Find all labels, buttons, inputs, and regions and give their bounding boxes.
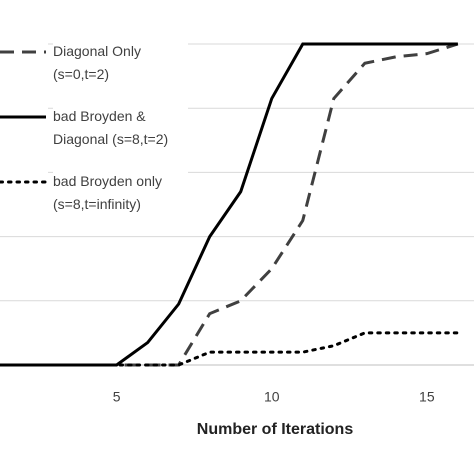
legend-item: bad Broyden only (s=8,t=infinity) <box>0 170 188 216</box>
x-tick-label: 10 <box>264 389 280 405</box>
legend-item: Diagonal Only (s=0,t=2) <box>0 40 188 86</box>
series-line <box>0 331 460 367</box>
legend-item: bad Broyden & Diagonal (s=8,t=2) <box>0 105 188 151</box>
x-axis-title: Number of Iterations <box>197 421 354 438</box>
x-tick-label: 15 <box>419 389 435 405</box>
legend-swatch <box>0 40 48 86</box>
legend-label: bad Broyden & Diagonal (s=8,t=2) <box>53 105 188 151</box>
legend-label: bad Broyden only (s=8,t=infinity) <box>53 170 188 216</box>
legend-swatch <box>0 170 48 216</box>
legend-label: Diagonal Only (s=0,t=2) <box>53 40 188 86</box>
legend-swatch <box>0 105 48 151</box>
x-tick-label: 5 <box>113 389 121 405</box>
